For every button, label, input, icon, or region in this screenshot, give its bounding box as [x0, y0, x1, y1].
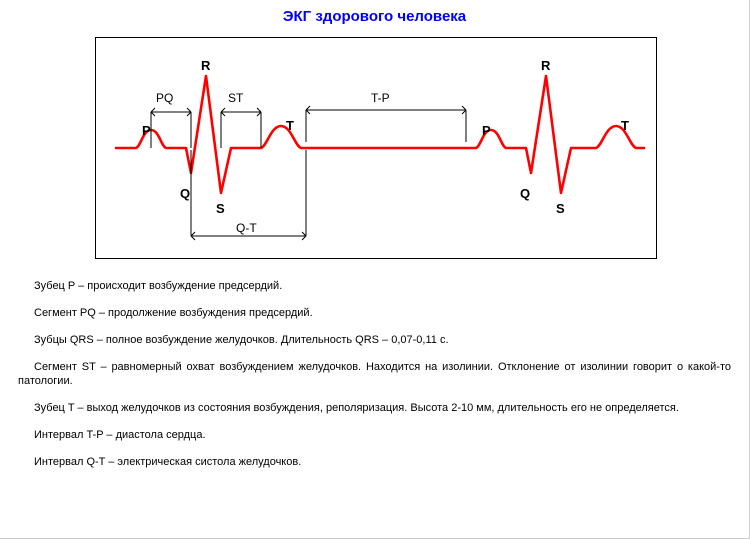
- description-block: Зубец P – происходит возбуждение предсер…: [18, 279, 731, 470]
- label-r-1: R: [201, 58, 211, 73]
- label-p-2: P: [482, 123, 491, 138]
- label-s-2: S: [556, 201, 565, 216]
- label-t-1: T: [286, 118, 294, 133]
- desc-tp-interval: Интервал T-P – диастола сердца.: [18, 428, 731, 443]
- label-q-1: Q: [180, 186, 190, 201]
- label-s-1: S: [216, 201, 225, 216]
- label-r-2: R: [541, 58, 551, 73]
- ecg-diagram-container: PQRSTPQRSTPQSTT-PQ-T: [95, 37, 655, 259]
- desc-p-wave: Зубец P – происходит возбуждение предсер…: [18, 279, 731, 294]
- interval-pq-label: PQ: [156, 91, 173, 105]
- ecg-svg: PQRSTPQRSTPQSTT-PQ-T: [96, 38, 656, 258]
- label-t-2: T: [621, 118, 629, 133]
- desc-t-wave: Зубец T – выход желудочков из состояния …: [18, 401, 731, 416]
- ecg-diagram: PQRSTPQRSTPQSTT-PQ-T: [95, 37, 657, 259]
- label-q-2: Q: [520, 186, 530, 201]
- label-p-1: P: [142, 123, 151, 138]
- interval-qt-label: Q-T: [236, 221, 257, 235]
- interval-tp-label: T-P: [371, 91, 390, 105]
- interval-st-label: ST: [228, 91, 244, 105]
- desc-qt-interval: Интервал Q-T – электрическая систола жел…: [18, 455, 731, 470]
- desc-pq-segment: Сегмент PQ – продолжение возбуждения пре…: [18, 306, 731, 321]
- desc-st-segment: Сегмент ST – равномерный охват возбужден…: [18, 360, 731, 390]
- desc-qrs: Зубцы QRS – полное возбуждение желудочко…: [18, 333, 731, 348]
- page-title: ЭКГ здорового человека: [18, 8, 731, 25]
